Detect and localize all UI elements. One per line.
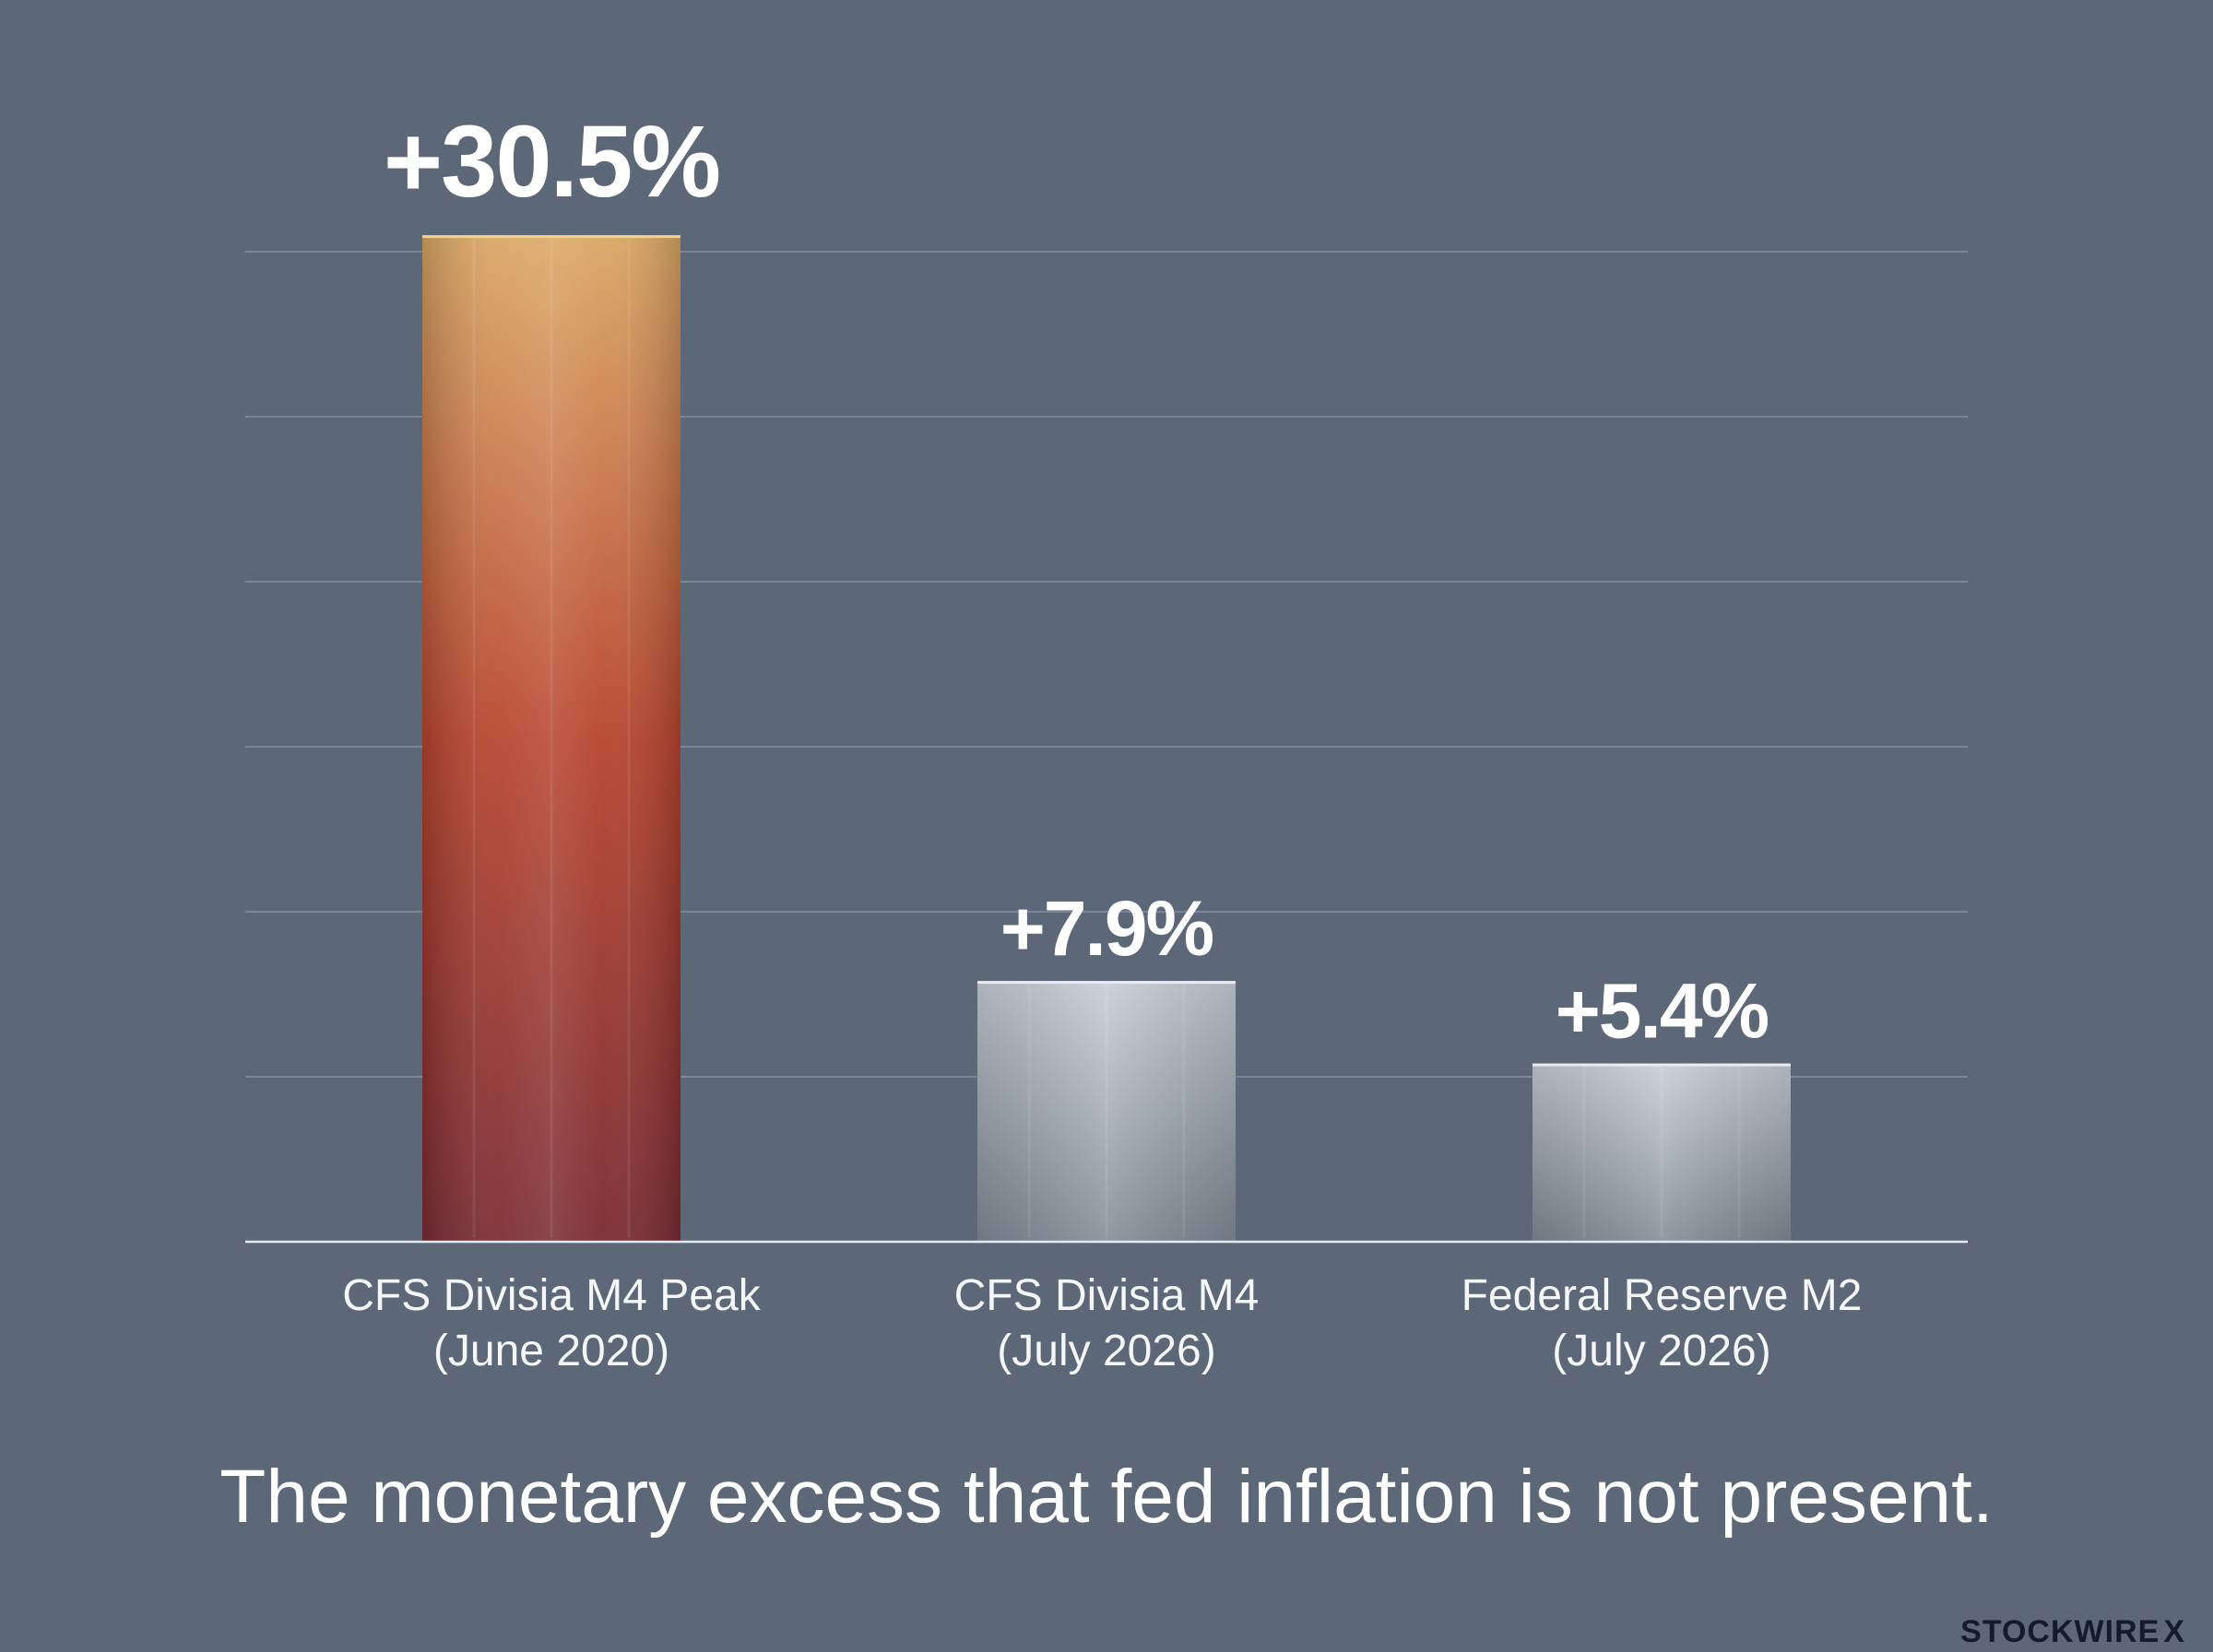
bar-3 bbox=[1533, 1063, 1791, 1242]
category-label: (June 2020) bbox=[433, 1327, 669, 1375]
value-labels: +30.5% +7.9% +5.4% bbox=[384, 105, 1770, 1055]
bar-sheen bbox=[977, 981, 1236, 1242]
brand-logo: STOCKWIRE X bbox=[1960, 1614, 2185, 1649]
bar-sheen bbox=[422, 235, 680, 1243]
brand-name: STOCKWIRE bbox=[1960, 1614, 2160, 1649]
category-label: Federal Reserve M2 bbox=[1462, 1271, 1863, 1320]
bars bbox=[422, 235, 1791, 1243]
bar-2 bbox=[977, 981, 1236, 1242]
bar-1 bbox=[422, 235, 680, 1243]
brand-mark: X bbox=[2163, 1614, 2185, 1649]
category-labels: CFS Divisia M4 Peak (June 2020) CFS Divisi… bbox=[342, 1271, 1862, 1375]
bar-value-label: +30.5% bbox=[384, 105, 719, 218]
category-label: (July 2026) bbox=[1552, 1327, 1770, 1375]
chart-caption: The monetary excess that fed inflation i… bbox=[219, 1455, 1993, 1539]
bar-value-label: +5.4% bbox=[1556, 968, 1769, 1055]
category-label: (July 2026) bbox=[997, 1327, 1215, 1375]
bar-sheen bbox=[1533, 1063, 1791, 1242]
category-label: CFS Divisia M4 Peak bbox=[342, 1271, 761, 1320]
bar-value-label: +7.9% bbox=[1000, 885, 1213, 972]
category-label: CFS Divisia M4 bbox=[954, 1271, 1260, 1320]
